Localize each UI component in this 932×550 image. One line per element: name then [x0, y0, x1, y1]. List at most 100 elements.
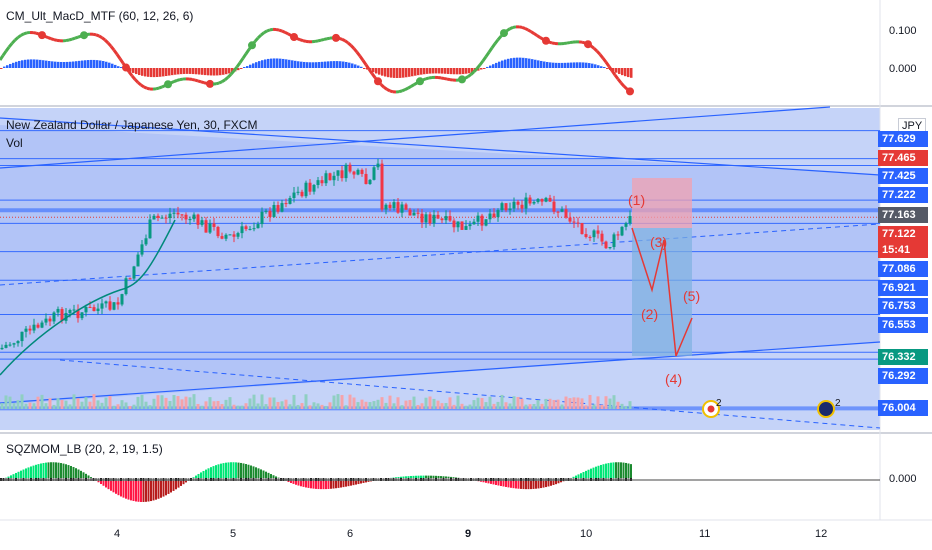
sqz-bar — [130, 480, 132, 501]
macd-bar — [447, 68, 450, 74]
macd-segment — [338, 36, 343, 41]
volume-bar — [468, 404, 472, 409]
sqz-bar — [262, 470, 265, 480]
macd-bar — [336, 61, 339, 68]
macd-bar — [576, 62, 579, 68]
projection-path[interactable] — [631, 227, 693, 357]
volume-bar — [616, 401, 620, 409]
trendline-lower[interactable] — [0, 341, 881, 404]
candle-body — [436, 214, 440, 219]
macd-bar — [219, 68, 222, 76]
candle-body — [536, 198, 540, 202]
macd-bar — [549, 62, 552, 68]
candle-body — [172, 212, 176, 214]
sqz-bar — [617, 462, 620, 480]
volume-bar — [288, 404, 292, 409]
volume-bar — [336, 394, 340, 409]
candle-body — [24, 328, 28, 332]
main-title: New Zealand Dollar / Japanese Yen, 30, F… — [6, 118, 258, 132]
trendline-dashed-mid[interactable] — [0, 223, 881, 286]
macd-segment — [53, 38, 58, 42]
trendline-upper-down[interactable] — [0, 117, 881, 176]
macd-bar — [120, 67, 123, 68]
trendline-upper-up[interactable] — [0, 106, 831, 169]
macd-segment — [130, 74, 137, 81]
macd-bar — [552, 62, 555, 68]
macd-bar — [15, 61, 18, 68]
sqz-bar — [582, 472, 585, 480]
volume-bar — [576, 397, 580, 409]
macd-bar — [420, 68, 423, 75]
macd-segment — [266, 28, 271, 33]
macd-bar — [198, 68, 201, 75]
macd-segment — [241, 53, 248, 60]
candle-body — [36, 324, 40, 328]
price-tag-5: 77.122 — [878, 226, 928, 242]
macd-bar — [405, 68, 408, 78]
macd-segment — [410, 83, 415, 88]
macd-bar — [555, 62, 558, 68]
macd-bar — [21, 60, 24, 68]
candle-body — [196, 214, 200, 225]
price-tag-6: 15:41 — [878, 242, 928, 258]
volume-bar — [84, 397, 88, 409]
macd-bar — [321, 61, 324, 68]
macd-segment — [422, 77, 427, 82]
macd-segment — [158, 85, 163, 90]
sqz-bar — [17, 471, 20, 480]
sqz-bar — [242, 463, 245, 480]
event-badge-2[interactable] — [817, 400, 835, 418]
sqz-bar — [307, 480, 310, 488]
sqz-bar — [517, 480, 520, 489]
candle-body — [352, 171, 356, 175]
candle-body — [76, 309, 80, 319]
volume-bar — [352, 397, 356, 409]
macd-bar — [228, 68, 231, 74]
candle-body — [572, 221, 576, 223]
macd-bar — [279, 58, 282, 68]
macd-bar — [201, 68, 204, 75]
trendline-dashed-low[interactable] — [59, 359, 881, 429]
sqz-bar — [52, 462, 55, 480]
candle-body — [456, 221, 460, 228]
macd-segment — [352, 47, 359, 54]
sqz-bar — [220, 463, 222, 480]
sqz-bar — [87, 475, 90, 480]
wave-label-4: (4) — [665, 371, 683, 387]
macd-bar — [132, 68, 135, 73]
projection-box-top[interactable] — [632, 178, 692, 228]
event-count-2: 2 — [835, 398, 841, 409]
sqz-bar — [35, 464, 37, 480]
sqz-bar — [500, 480, 502, 487]
macd-bar — [396, 68, 399, 79]
macd-bar — [159, 68, 162, 77]
sqz-bar — [150, 480, 152, 502]
volume-bar — [540, 403, 544, 409]
volume-bar — [24, 403, 28, 409]
candle-body — [588, 236, 592, 238]
price-tag-13: 76.004 — [878, 400, 928, 416]
sqz-bar — [162, 480, 165, 497]
volume-bar — [36, 396, 40, 409]
macd-segment — [68, 37, 73, 42]
candle-body — [304, 182, 308, 197]
candle-body — [272, 205, 276, 217]
candle-body — [520, 204, 524, 209]
candle-body — [232, 234, 236, 237]
macd-segment — [347, 41, 352, 47]
macd-bar — [324, 61, 327, 68]
candle-body — [48, 318, 52, 322]
currency-badge[interactable]: JPY — [898, 118, 927, 134]
macd-segment — [293, 35, 298, 40]
volume-bar — [200, 405, 204, 409]
macd-bar — [63, 62, 66, 68]
macd-bar — [315, 62, 318, 68]
macd-bar — [180, 68, 183, 75]
macd-bar — [375, 68, 378, 74]
macd-bar — [507, 58, 510, 68]
volume-bar — [312, 402, 316, 409]
macd-bar — [93, 59, 96, 68]
volume-bar — [92, 394, 96, 409]
volume-bar — [364, 401, 368, 409]
